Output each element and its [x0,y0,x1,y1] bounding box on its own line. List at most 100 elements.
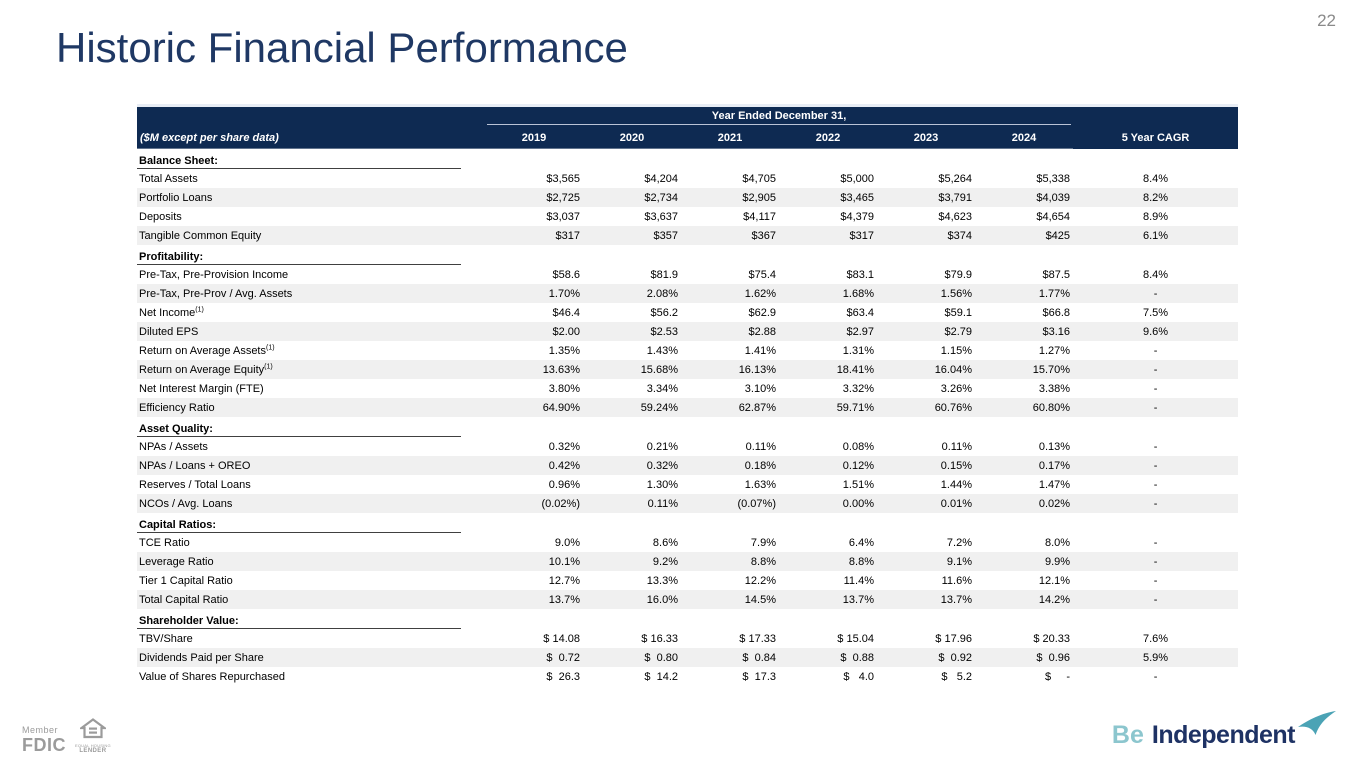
value-cell: $ 0.72 [546,651,580,664]
table-row: Diluted EPS $2.00 $2.53 $2.88 $2.97 $2.79 $3.1… [137,322,1239,341]
value-cell: 9.2% [652,555,678,568]
value-cell: $ 16.33 [641,632,678,645]
value-cell: 13.7% [842,593,874,606]
cagr-cell: - [1153,593,1158,606]
value-cell: $ 0.84 [742,651,776,664]
value-cell: 8.8% [848,555,874,568]
value-cell: $2,905 [742,191,776,204]
cagr-cell: - [1153,574,1158,587]
value-cell: 9.0% [554,536,580,549]
value-cell: $3,637 [644,210,678,223]
value-cell: $ 0.92 [938,651,972,664]
value-cell: $2.97 [846,325,874,338]
value-cell: $2.79 [944,325,972,338]
row-label: Tier 1 Capital Ratio [139,574,233,587]
row-label: Pre-Tax, Pre-Provision Income [139,268,289,281]
value-cell: 12.1% [1038,574,1071,587]
value-cell: 16.04% [934,363,972,376]
table-row: Return on Average Equity(1) 13.63% 15.68% 1… [137,360,1239,379]
value-cell: $ 4.0 [843,670,874,683]
value-cell: $5,000 [840,172,874,185]
fdic-label: FDIC [22,735,66,755]
value-cell: $58.6 [552,268,580,281]
row-label: Value of Shares Repurchased [139,670,285,683]
section-header-row: Shareholder Value: [137,609,1238,629]
table-row: Tangible Common Equity $317 $357 $367 $317 $3… [137,226,1239,245]
table-row: Dividends Paid per Share $ 0.72 $ 0.80 $ 0.… [137,648,1239,667]
table-row: NCOs / Avg. Loans (0.02%) 0.11% (0.07%) 0.00… [137,494,1239,513]
label-column-header: ($M except per share data) [137,127,485,149]
value-cell: 8.0% [1044,536,1071,549]
value-cell: $59.1 [944,306,972,319]
value-cell: $317 [849,229,874,242]
value-cell: 7.9% [750,536,776,549]
value-cell: 3.38% [1038,382,1071,395]
value-cell: 0.32% [646,459,678,472]
value-cell: 0.08% [842,440,874,453]
value-cell: 0.32% [548,440,580,453]
section-header-row: Profitability: [137,245,1238,265]
value-cell: $ - [1044,670,1071,683]
value-cell: 0.96% [548,478,580,491]
table-row: Total Assets $3,565 $4,204 $4,705 $5,000 $5,2… [137,169,1238,188]
cagr-cell: - [1153,670,1158,683]
equal-housing-lender-logo: EQUAL HOUSING LENDER [75,718,111,754]
value-cell: 60.76% [934,401,972,414]
value-cell: $374 [947,229,972,242]
table-row: NPAs / Assets 0.32% 0.21% 0.11% 0.08% 0.11% 0.… [137,437,1238,456]
value-cell: $ 20.33 [1033,632,1071,645]
value-cell: 3.32% [842,382,874,395]
table-row: Tier 1 Capital Ratio 12.7% 13.3% 12.2% 11.4%… [137,571,1238,590]
member-fdic-logo: Member FDIC [22,726,66,755]
row-label: TCE Ratio [139,536,190,549]
value-cell: 11.4% [843,574,874,587]
equal-housing-house-icon [78,718,108,743]
table-row: TBV/Share $ 14.08 $ 16.33 $ 17.33 $ 15.04 $ 1… [137,629,1238,648]
value-cell: 3.10% [744,382,776,395]
value-cell: 60.80% [1032,401,1071,414]
cagr-cell: - [1153,382,1158,395]
row-label: Net Income(1) [139,305,204,319]
cagr-cell: 8.4% [1143,172,1169,185]
table-row: Deposits $3,037 $3,637 $4,117 $4,379 $4,623 $4… [137,207,1238,226]
section-header: Balance Sheet: [137,155,461,169]
cagr-cell: - [1153,497,1158,510]
value-cell: 0.12% [842,459,874,472]
value-cell: 14.2% [1038,593,1071,606]
value-cell: 0.15% [940,459,972,472]
value-cell: 13.63% [542,363,580,376]
value-cell: 62.87% [738,401,776,414]
cagr-cell: - [1153,287,1158,300]
value-cell: 16.0% [646,593,678,606]
year-column-header: 2024 [975,127,1074,149]
value-cell: $4,654 [1036,210,1071,223]
value-cell: $3,465 [840,191,874,204]
section-header: Profitability: [137,251,461,265]
row-label: Portfolio Loans [139,191,213,204]
table-row: Efficiency Ratio 64.90% 59.24% 62.87% 59.71%… [137,398,1239,417]
value-cell: 1.56% [940,287,972,300]
cagr-cell: 8.2% [1143,191,1169,204]
row-label: Deposits [139,210,182,223]
row-label: NCOs / Avg. Loans [139,497,233,510]
value-cell: $62.9 [748,306,776,319]
value-cell: 1.68% [842,287,874,300]
value-cell: 12.7% [548,574,580,587]
value-cell: 6.4% [848,536,874,549]
table-body: Balance Sheet: Total Assets $3,565 $4,204 $4… [137,149,1239,687]
value-cell: $ 0.80 [644,651,678,664]
year-column-header: 2023 [877,127,975,149]
value-cell: $367 [751,229,776,242]
value-cell: 64.90% [542,401,580,414]
row-label: Diluted EPS [139,325,199,338]
row-label: Net Interest Margin (FTE) [139,382,264,395]
value-cell: $ 14.08 [543,632,580,645]
cagr-cell: - [1153,478,1158,491]
table-row: Net Income(1) $46.4 $56.2 $62.9 $63.4 $59.1 $6… [137,303,1238,322]
row-label: Reserves / Total Loans [139,478,251,491]
year-column-header: 2020 [583,127,681,149]
value-cell: $ 26.3 [546,670,580,683]
table-row: Pre-Tax, Pre-Provision Income $58.6 $81.9 $… [137,265,1238,284]
table-row: Reserves / Total Loans 0.96% 1.30% 1.63% 1.5… [137,475,1238,494]
lender-label: LENDER [79,748,107,754]
